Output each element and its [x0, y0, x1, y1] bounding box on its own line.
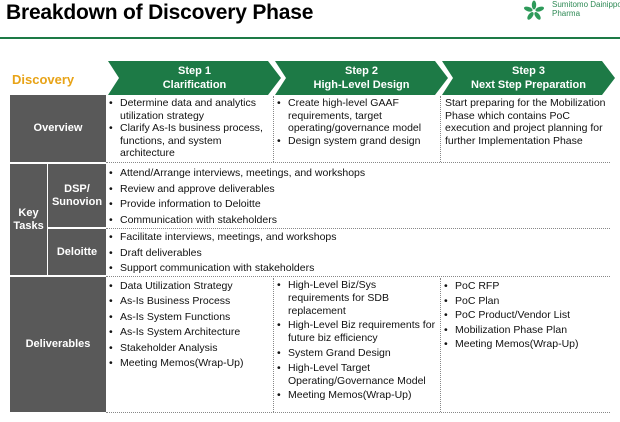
step1-number: Step 1	[177, 65, 211, 77]
overview-step3-cell: Start preparing for the Mobilization Pha…	[445, 97, 610, 147]
row-divider-dsp	[106, 228, 610, 229]
list-item: Communication with stakeholders	[107, 213, 607, 229]
title-rule	[0, 37, 620, 39]
list-item: Create high-level GAAF requirements, tar…	[275, 97, 437, 135]
deliverables-header: Deliverables	[10, 277, 106, 412]
step1-name: Clarification	[162, 79, 227, 91]
list-item: High-Level Biz requirements for future b…	[275, 319, 439, 345]
logo-text: Sumitomo Dainippon Pharma	[552, 0, 620, 18]
step2-name: High-Level Design	[313, 79, 410, 91]
list-item: Draft deliverables	[107, 246, 607, 262]
step1-arrow: Step 1 Clarification	[108, 61, 281, 95]
deliverables-step2-cell: High-Level Biz/Sys requirements for SDB …	[275, 279, 439, 402]
step2-number: Step 2	[344, 65, 378, 77]
list-item: Determine data and analytics utilization…	[107, 97, 272, 122]
company-logo: Sumitomo Dainippon Pharma	[523, 0, 620, 22]
logo-line1: Sumitomo Dainippon	[552, 0, 620, 9]
col-divider-overview-2	[440, 96, 441, 162]
step3-number: Step 3	[511, 65, 545, 77]
key-tasks-label-line2: Tasks	[13, 219, 44, 232]
overview-step2-cell: Create high-level GAAF requirements, tar…	[275, 97, 437, 147]
col-divider-overview-1	[273, 96, 274, 162]
list-item: Mobilization Phase Plan	[442, 323, 607, 338]
logo-icon	[523, 0, 545, 20]
dsp-label-line2: Sunovion	[51, 195, 103, 208]
list-item: Meeting Memos(Wrap-Up)	[107, 356, 272, 372]
deliverables-step1-cell: Data Utilization Strategy As-Is Business…	[107, 279, 272, 372]
list-item: Provide information to Deloitte	[107, 197, 607, 213]
key-tasks-label-line1: Key	[18, 206, 39, 219]
list-item: Data Utilization Strategy	[107, 279, 272, 295]
deliverables-step3-cell: PoC RFP PoC Plan PoC Product/Vendor List…	[442, 279, 607, 352]
dsp-tasks-cell: Attend/Arrange interviews, meetings, and…	[107, 166, 607, 228]
list-item: Meeting Memos(Wrap-Up)	[275, 389, 439, 402]
overview-step1-cell: Determine data and analytics utilization…	[107, 97, 272, 160]
row-divider-overview	[106, 162, 610, 163]
overview-header: Overview	[10, 95, 106, 162]
deloitte-label: Deloitte	[56, 245, 98, 258]
list-item: PoC Plan	[442, 294, 607, 309]
overview-step3-text: Start preparing for the Mobilization Pha…	[445, 97, 606, 147]
list-item: Meeting Memos(Wrap-Up)	[442, 337, 607, 352]
list-item: Clarify As-Is business process, function…	[107, 122, 272, 160]
list-item: High-Level Target Operating/Governance M…	[275, 362, 439, 388]
deloitte-header: Deloitte	[48, 229, 106, 275]
row-divider-deloitte	[106, 276, 610, 277]
list-item: High-Level Biz/Sys requirements for SDB …	[275, 279, 439, 317]
col-divider-deliv-1	[273, 278, 274, 412]
dsp-label-line1: DSP/	[64, 182, 90, 195]
dsp-sunovion-header: DSP/ Sunovion	[48, 164, 106, 227]
row-divider-bottom	[106, 412, 610, 413]
list-item: PoC Product/Vendor List	[442, 308, 607, 323]
list-item: As-Is System Functions	[107, 310, 272, 326]
list-item: As-Is Business Process	[107, 294, 272, 310]
list-item: Design system grand design	[275, 135, 437, 148]
col-divider-deliv-2	[440, 278, 441, 412]
step3-chevron-shape	[442, 61, 615, 95]
key-tasks-header: Key Tasks	[10, 164, 47, 275]
list-item: Attend/Arrange interviews, meetings, and…	[107, 166, 607, 182]
list-item: PoC RFP	[442, 279, 607, 294]
step2-arrow: Step 2 High-Level Design	[275, 61, 448, 95]
list-item: Facilitate interviews, meetings, and wor…	[107, 230, 607, 246]
step2-chevron-shape	[275, 61, 448, 95]
step1-chevron-shape	[108, 61, 281, 95]
list-item: Support communication with stakeholders	[107, 261, 607, 277]
step3-name: Next Step Preparation	[471, 79, 586, 91]
overview-label: Overview	[33, 122, 83, 134]
step3-arrow: Step 3 Next Step Preparation	[442, 61, 615, 95]
discovery-label: Discovery	[12, 72, 75, 87]
deloitte-tasks-cell: Facilitate interviews, meetings, and wor…	[107, 230, 607, 277]
deliverables-label: Deliverables	[25, 338, 91, 350]
page-title: Breakdown of Discovery Phase	[6, 1, 314, 24]
list-item: Stakeholder Analysis	[107, 341, 272, 357]
list-item: Review and approve deliverables	[107, 182, 607, 198]
logo-line2: Pharma	[552, 9, 581, 18]
list-item: System Grand Design	[275, 347, 439, 360]
list-item: As-Is System Architecture	[107, 325, 272, 341]
